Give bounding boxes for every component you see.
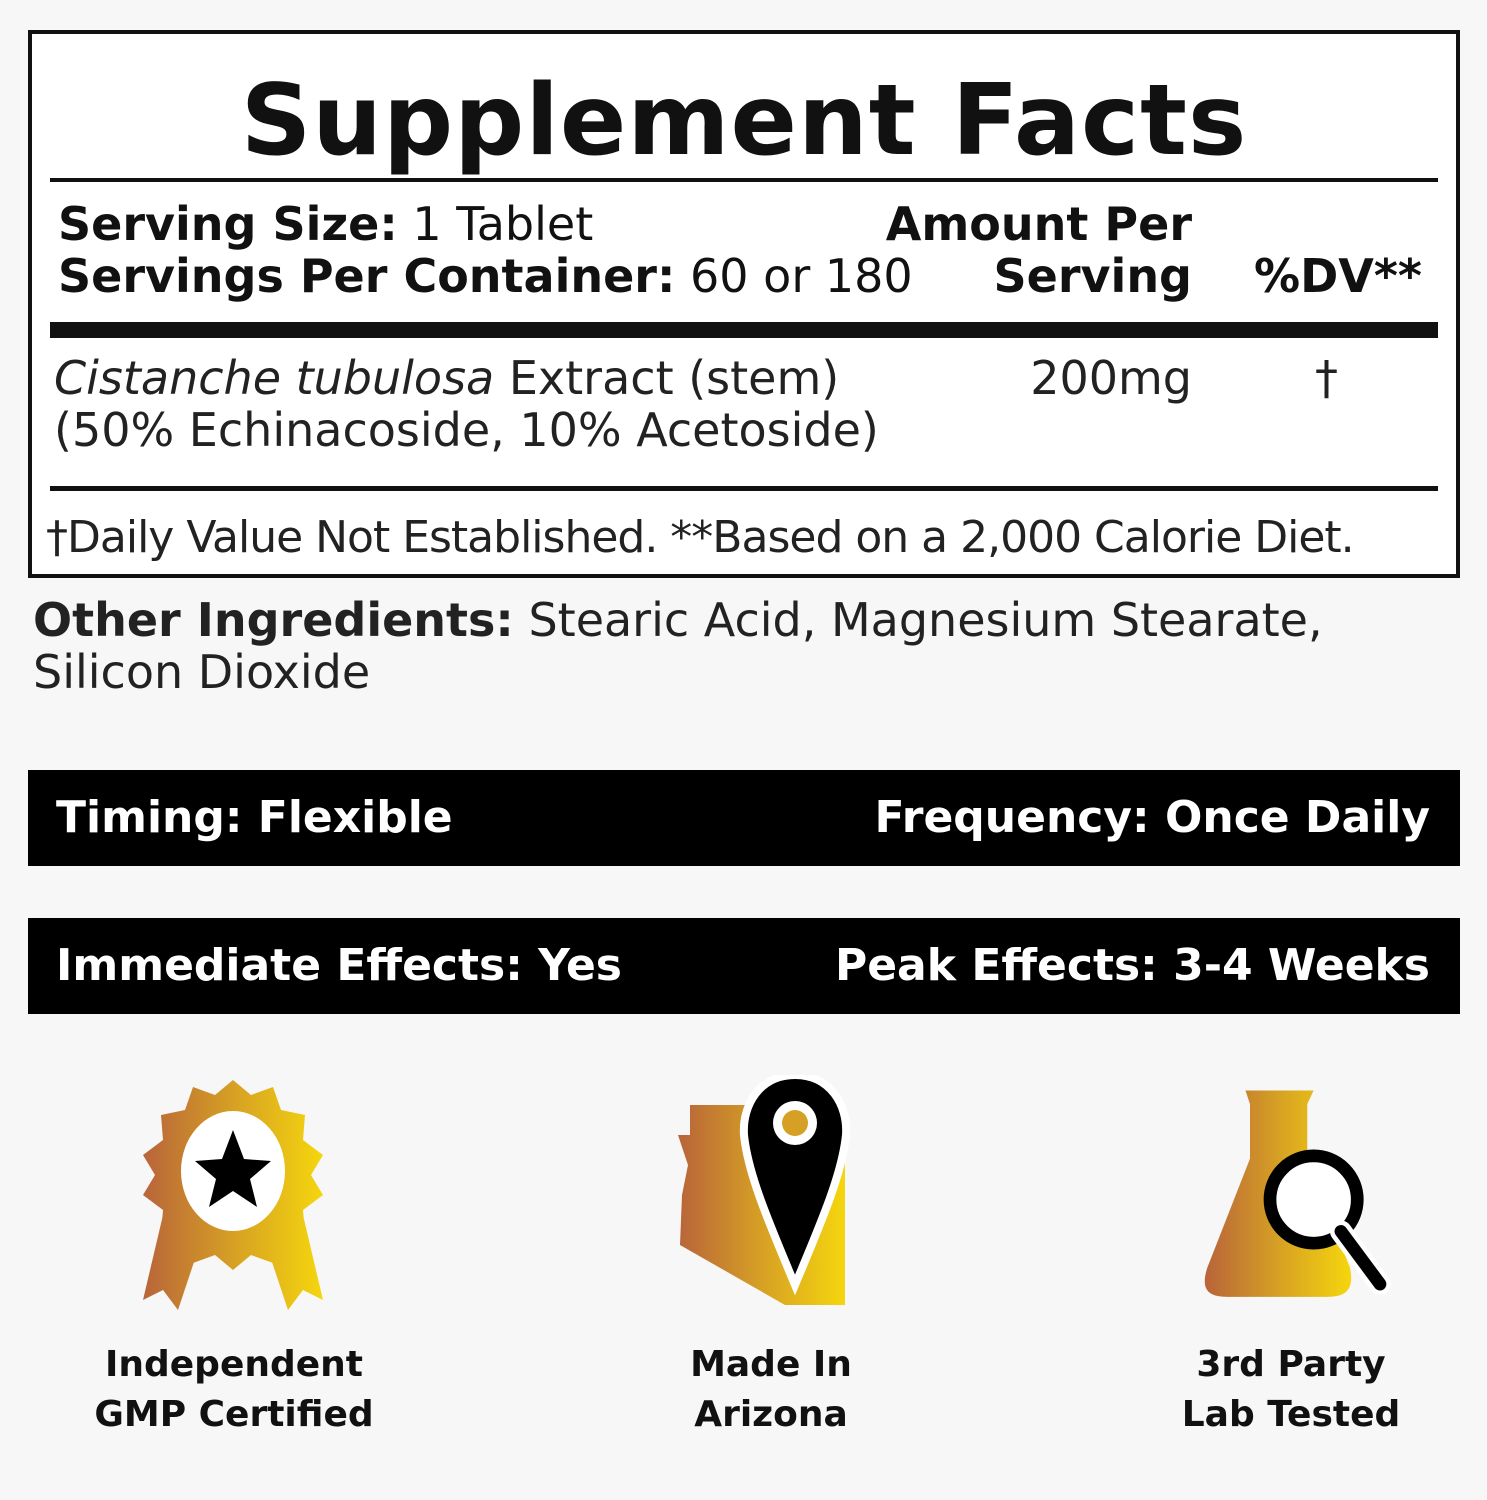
servings-per-container: Servings Per Container: 60 or 180 (58, 249, 913, 303)
arizona-map-pin-icon (678, 1075, 851, 1305)
timing-frequency-bar: Timing: Flexible Frequency: Once Daily (28, 770, 1460, 866)
badge-arizona-label: Made In Arizona (690, 1344, 852, 1435)
timing-text: Timing: Flexible (56, 792, 453, 843)
other-ingredients: Other Ingredients: Stearic Acid, Magnesi… (33, 593, 1323, 699)
badge-gmp-label: Independent GMP Certified (94, 1344, 374, 1435)
immediate-effects-text: Immediate Effects: Yes (56, 940, 622, 991)
amount-header: Amount Per Serving (885, 197, 1192, 303)
badge-lab-tested-label: 3rd Party Lab Tested (1181, 1344, 1401, 1435)
thick-divider (50, 322, 1438, 338)
divider (50, 178, 1438, 182)
supplement-facts-panel: Supplement Facts Serving Size: 1 Tablet … (28, 30, 1460, 578)
serving-size: Serving Size: 1 Tablet (58, 197, 594, 251)
dv-header: %DV** (1254, 249, 1422, 303)
footnote: †Daily Value Not Established. **Based on… (46, 512, 1355, 563)
ingredient-detail: (50% Echinacoside, 10% Acetoside) (54, 403, 879, 457)
frequency-text: Frequency: Once Daily (874, 792, 1430, 843)
divider (50, 486, 1438, 491)
ingredient-amount: 200mg (1030, 351, 1192, 405)
panel-title: Supplement Facts (240, 64, 1248, 178)
ingredient-name: Cistanche tubulosa Extract (stem) (54, 351, 840, 405)
award-ribbon-star-icon (143, 1080, 323, 1310)
peak-effects-text: Peak Effects: 3-4 Weeks (834, 940, 1430, 991)
effects-bar: Immediate Effects: Yes Peak Effects: 3-4… (28, 918, 1460, 1014)
flask-magnifier-icon (1204, 1090, 1391, 1297)
ingredient-dv: † (1315, 351, 1338, 405)
